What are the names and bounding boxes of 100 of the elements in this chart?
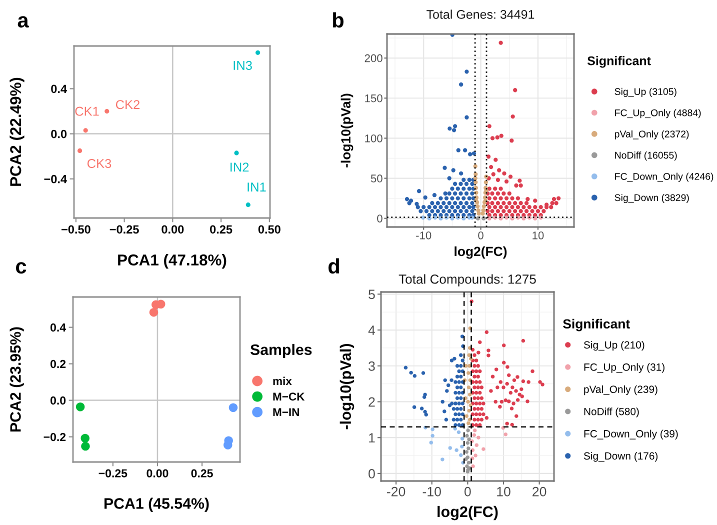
point bbox=[76, 402, 85, 412]
point bbox=[455, 396, 460, 400]
point bbox=[476, 436, 480, 440]
point bbox=[404, 366, 408, 370]
y-tick-label: 4 bbox=[368, 326, 376, 335]
x-tick-label: -10 bbox=[416, 231, 432, 240]
point bbox=[466, 441, 470, 445]
point bbox=[466, 428, 470, 432]
point bbox=[445, 389, 449, 393]
point bbox=[455, 364, 460, 368]
x-tick-label: 10 bbox=[532, 231, 544, 240]
x-axis-title: log2(FC) bbox=[454, 246, 507, 259]
point bbox=[456, 430, 461, 434]
point bbox=[454, 448, 458, 452]
y-axis-title: PCA2 (22.49%) bbox=[10, 78, 24, 186]
point bbox=[422, 395, 426, 399]
point bbox=[454, 380, 458, 384]
text: d bbox=[328, 258, 339, 274]
point bbox=[450, 358, 454, 362]
point bbox=[104, 108, 110, 114]
point bbox=[459, 418, 463, 422]
annotation: CK2 bbox=[116, 100, 140, 110]
legend-title: Significant bbox=[563, 318, 630, 332]
point bbox=[472, 433, 476, 437]
x-tick-label: 0.00 bbox=[162, 225, 184, 234]
point bbox=[459, 374, 463, 379]
point bbox=[474, 454, 478, 458]
point bbox=[81, 442, 90, 451]
annotation: CK1 bbox=[75, 106, 99, 116]
chart-title: Total Compounds: 1275 bbox=[398, 274, 536, 286]
legend-label: M−CK bbox=[273, 392, 305, 401]
point bbox=[455, 418, 460, 422]
x-tick-label: −0.50 bbox=[61, 225, 90, 234]
legend-label: pVal_Only (239) bbox=[584, 385, 658, 396]
legend-label: FC_Down_Only (39) bbox=[584, 430, 678, 440]
text: b bbox=[333, 12, 344, 28]
legend-label: M−IN bbox=[273, 408, 299, 416]
y-tick-label: 0.4 bbox=[51, 84, 67, 94]
point bbox=[442, 410, 446, 414]
point bbox=[412, 374, 417, 378]
point bbox=[454, 402, 458, 406]
x-tick-label: 0.25 bbox=[191, 469, 213, 478]
point bbox=[429, 440, 434, 444]
x-tick-label: −0.25 bbox=[110, 225, 139, 234]
point bbox=[466, 460, 471, 465]
point bbox=[460, 334, 464, 338]
legend-label: NoDiff (580) bbox=[584, 408, 639, 418]
y-tick-label: 0.4 bbox=[50, 323, 66, 332]
point bbox=[457, 423, 461, 427]
point bbox=[460, 402, 465, 406]
point bbox=[484, 180, 488, 184]
point bbox=[468, 392, 472, 396]
point bbox=[467, 438, 471, 442]
point bbox=[452, 356, 456, 361]
point bbox=[459, 407, 463, 411]
point bbox=[476, 211, 481, 216]
y-tick-label: 0.2 bbox=[50, 360, 66, 368]
point bbox=[504, 432, 508, 436]
x-tick-label: 0.25 bbox=[210, 225, 232, 234]
point bbox=[448, 446, 452, 450]
legend-label: FC_Up_Only (31) bbox=[584, 363, 664, 373]
point bbox=[472, 428, 477, 432]
y-tick-label: 150 bbox=[365, 94, 382, 102]
point bbox=[246, 202, 250, 208]
point bbox=[412, 405, 416, 409]
point bbox=[459, 396, 463, 400]
point bbox=[460, 358, 465, 362]
annotation: CK3 bbox=[87, 158, 112, 168]
point bbox=[421, 371, 426, 375]
point bbox=[454, 390, 458, 395]
point bbox=[234, 150, 239, 156]
x-tick-label: −0.25 bbox=[98, 469, 128, 478]
y-tick-label: −0.4 bbox=[44, 174, 67, 184]
point bbox=[457, 369, 461, 374]
point bbox=[423, 410, 427, 414]
legend-label: mix bbox=[273, 376, 292, 385]
y-tick-label: 200 bbox=[364, 54, 382, 62]
point bbox=[467, 408, 471, 413]
point bbox=[464, 450, 468, 454]
y-axis-title: -log10(pVal) bbox=[340, 344, 354, 430]
point bbox=[465, 434, 469, 438]
point bbox=[476, 204, 480, 208]
point bbox=[430, 434, 434, 438]
point bbox=[482, 447, 486, 451]
point bbox=[452, 418, 456, 422]
point bbox=[424, 412, 428, 417]
chart-title: Total Genes: 34491 bbox=[426, 10, 534, 19]
legend-label: pVal_Only (2372) bbox=[614, 130, 689, 140]
point bbox=[459, 364, 463, 368]
point bbox=[450, 378, 454, 382]
legend-label: FC_Up_Only (4884) bbox=[615, 109, 701, 118]
y-axis-title: -log10(pVal) bbox=[340, 94, 354, 168]
point bbox=[466, 421, 470, 426]
point bbox=[466, 446, 470, 450]
x-tick-label: 0 bbox=[464, 486, 471, 496]
point bbox=[482, 204, 486, 208]
point bbox=[466, 400, 470, 404]
point bbox=[450, 402, 454, 406]
legend-label: Sig_Up (3105) bbox=[614, 88, 676, 97]
annotation: IN3 bbox=[234, 60, 252, 70]
